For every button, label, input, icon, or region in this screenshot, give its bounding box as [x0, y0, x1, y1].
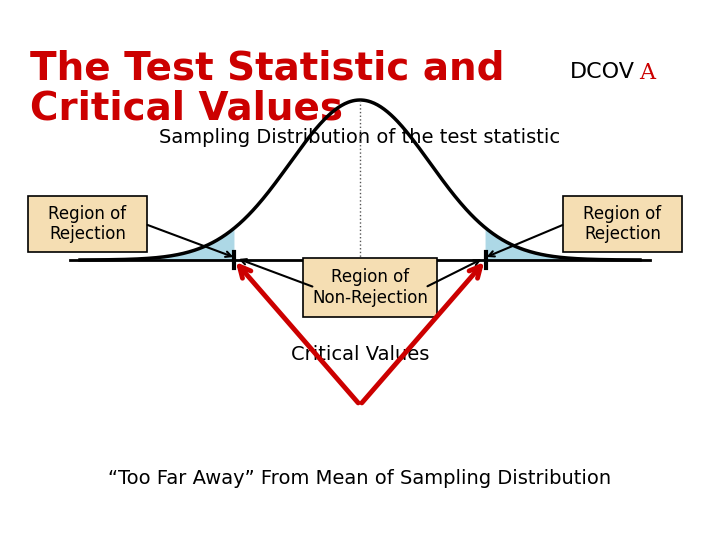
Text: A: A — [639, 62, 655, 84]
Text: Critical Values: Critical Values — [30, 90, 343, 128]
Text: Region of
Non-Rejection: Region of Non-Rejection — [312, 268, 428, 307]
FancyBboxPatch shape — [563, 196, 682, 252]
Text: DCOV: DCOV — [570, 62, 635, 82]
Text: Critical Values: Critical Values — [291, 345, 429, 364]
Text: “Too Far Away” From Mean of Sampling Distribution: “Too Far Away” From Mean of Sampling Dis… — [109, 469, 611, 488]
Text: Sampling Distribution of the test statistic: Sampling Distribution of the test statis… — [159, 128, 561, 147]
Polygon shape — [486, 228, 640, 260]
Text: Region of
Rejection: Region of Rejection — [48, 205, 127, 244]
Text: The Test Statistic and: The Test Statistic and — [30, 50, 505, 88]
FancyBboxPatch shape — [28, 196, 147, 252]
Text: Region of
Rejection: Region of Rejection — [583, 205, 662, 244]
FancyBboxPatch shape — [303, 258, 437, 317]
Polygon shape — [80, 228, 234, 260]
